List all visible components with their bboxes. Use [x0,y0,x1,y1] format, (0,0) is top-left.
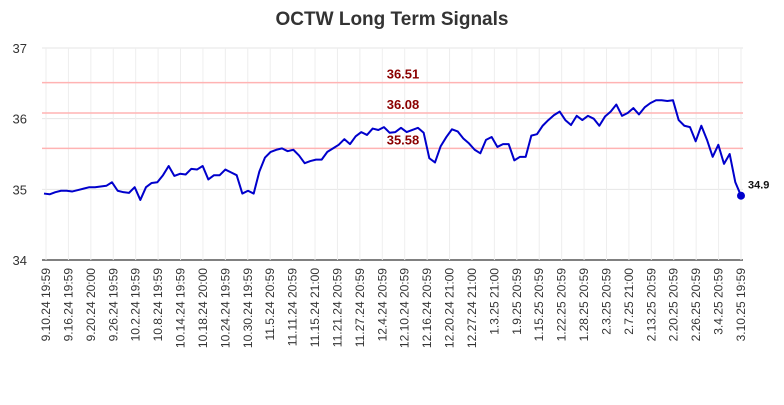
x-tick-label: 1.15.25 20:59 [532,268,546,342]
x-tick-label: 1.9.25 20:59 [510,268,524,335]
x-tick-label: 9.20.24 20:00 [84,268,98,342]
x-tick-label: 11.27.24 20:59 [353,268,367,348]
x-tick-label: 12.10.24 20:59 [398,268,412,348]
x-tick-label: 10.30.24 19:59 [241,268,255,348]
x-tick-label: 11.21.24 20:59 [330,268,344,348]
x-tick-label: 9.16.24 19:59 [61,268,75,342]
x-tick-label: 10.14.24 19:59 [174,268,188,348]
x-tick-label: 2.3.25 20:59 [599,268,613,335]
x-axis-ticks: 9.10.24 19:59 9.16.24 19:59 9.20.24 20:00 9… [39,268,748,348]
chart-title: OCTW Long Term Signals [276,9,509,30]
x-tick-label: 3.4.25 20:59 [712,268,726,335]
x-tick-label: 2.7.25 21:00 [622,268,636,335]
last-point-marker [737,191,745,200]
x-tick-label: 12.20.24 21:00 [443,268,457,348]
x-tick-label: 10.2.24 19:59 [129,268,143,342]
y-tick-label: 36 [13,112,27,127]
x-tick-label: 12.4.24 20:59 [375,268,389,342]
y-tick-label: 34 [13,253,27,268]
x-tick-label: 1.3.25 21:00 [487,268,501,335]
x-tick-label: 3.10.25 19:59 [734,268,748,342]
x-tick-label: 10.18.24 20:00 [196,268,210,348]
x-tick-label: 10.8.24 19:59 [151,268,165,342]
price-series: 34.9 [43,99,769,201]
signal-label: 36.08 [387,97,420,112]
signal-lines: 36.51 36.08 35.58 [42,67,743,150]
price-line [43,99,742,201]
x-tick-label: 11.15.24 21:00 [308,268,322,348]
x-tick-label: 11.11.24 20:59 [286,268,300,347]
x-tick-label: 9.10.24 19:59 [39,268,53,342]
signal-label: 35.58 [387,132,420,147]
x-tick-label: 12.27.24 21:00 [465,268,479,348]
x-tick-label: 10.24.24 19:59 [218,268,232,348]
x-tick-label: 11.5.24 20:59 [263,268,277,341]
x-tick-label: 2.20.25 20:59 [667,268,681,342]
x-tick-label: 1.28.25 20:59 [577,268,591,342]
x-tick-label: 9.26.24 19:59 [106,268,120,342]
x-tick-label: 1.22.25 20:59 [555,268,569,342]
x-tick-label: 12.16.24 20:59 [420,268,434,348]
y-axis-ticks: 34 35 36 37 [13,41,27,268]
x-tick-label: 2.13.25 20:59 [644,268,658,342]
x-tick-label: 2.26.25 20:59 [689,268,703,342]
signal-label: 36.51 [387,67,420,82]
y-tick-label: 35 [13,182,27,197]
last-value-label: 34.9 [748,180,769,192]
y-tick-label: 37 [13,41,27,56]
